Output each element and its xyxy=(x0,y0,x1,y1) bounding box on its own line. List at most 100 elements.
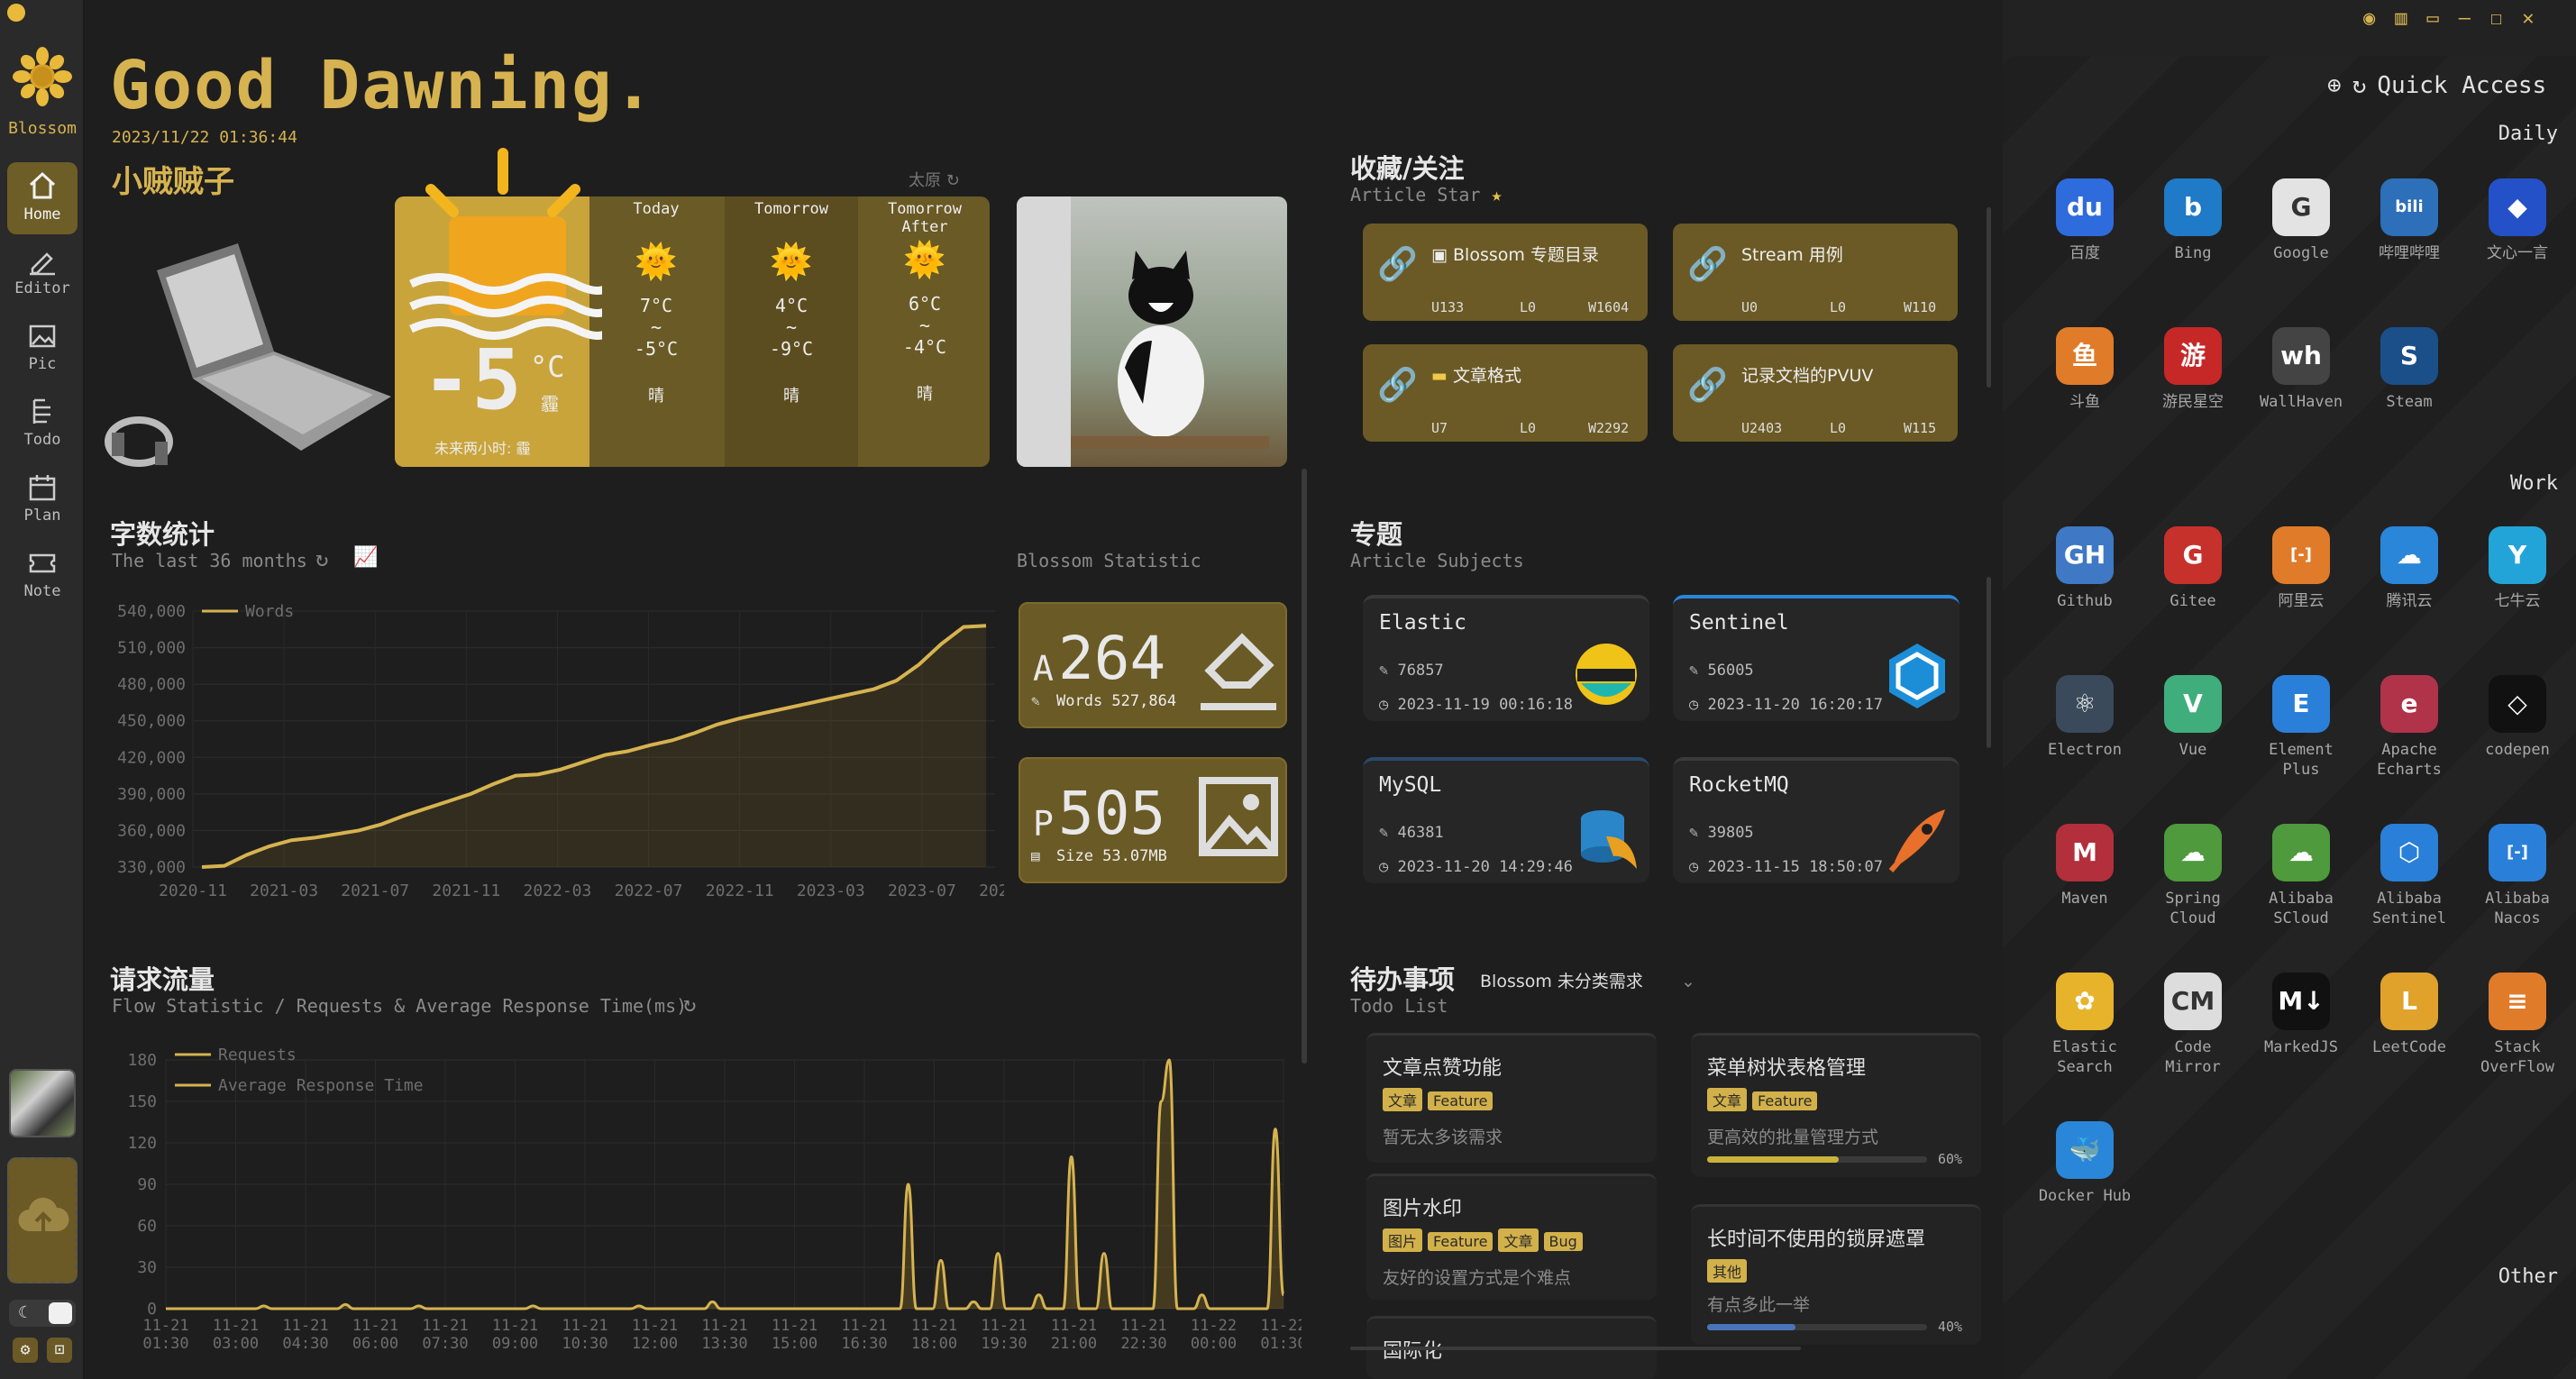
quick-link-markedjs[interactable]: M↓ MarkedJS xyxy=(2252,973,2351,1057)
markedjs-icon: M↓ xyxy=(2272,973,2330,1030)
quick-link-codepen[interactable]: ◇ codepen xyxy=(2468,675,2567,760)
quick-link-docker[interactable]: 🐳 Docker Hub xyxy=(2035,1121,2134,1206)
chart-toggle-icon[interactable]: 📈 xyxy=(353,546,379,569)
quick-link-maven[interactable]: M Maven xyxy=(2035,824,2134,909)
quick-access-panel: ⊕ ↻ Quick Access Daily Work Other du 百度 b B… xyxy=(2003,56,2576,1379)
subject-date-text: 2023-11-19 00:16:18 xyxy=(1397,696,1573,714)
quick-access-title: Quick Access xyxy=(2377,72,2547,99)
quick-link-echarts[interactable]: e Apache Echarts xyxy=(2360,675,2459,780)
quick-link-element-plus[interactable]: E Element Plus xyxy=(2252,675,2351,780)
quick-link-qiniu[interactable]: Y 七牛云 xyxy=(2468,526,2567,611)
star-ticket[interactable]: 🔗 记录文档的PVUV U2403 L0 W115 xyxy=(1673,344,1958,442)
refresh-icon[interactable]: ↻ xyxy=(2352,72,2367,99)
forecast-cond: 晴 xyxy=(917,385,933,404)
user-avatar[interactable] xyxy=(9,1069,76,1137)
nav-plan[interactable]: Plan xyxy=(7,465,78,537)
chevron-down-icon: ⌄ xyxy=(1680,972,1695,991)
todo-card-title: 文章点赞功能 xyxy=(1383,1057,1503,1080)
dark-mode-toggle[interactable]: ☾ xyxy=(9,1300,76,1327)
quick-link-leetcode[interactable]: L LeetCode xyxy=(2360,973,2459,1057)
quick-link-tencentcloud[interactable]: ☁ 腾讯云 xyxy=(2360,526,2459,611)
maximize-button[interactable]: ☐ xyxy=(2490,7,2503,30)
baidu-icon: du xyxy=(2056,178,2114,236)
quick-link-aliyun[interactable]: [-] 阿里云 xyxy=(2252,526,2351,611)
forecast-day-label: Today xyxy=(633,200,680,218)
refresh-icon[interactable]: ↻ xyxy=(683,991,697,1017)
nav-home[interactable]: Home xyxy=(7,162,78,234)
add-icon[interactable]: ⊕ xyxy=(2327,72,2342,99)
close-button[interactable]: ✕ xyxy=(2522,7,2535,30)
quick-link-vue[interactable]: V Vue xyxy=(2143,675,2243,760)
nav-todo[interactable]: Todo xyxy=(7,389,78,461)
quick-link-douyu[interactable]: 鱼斗鱼 xyxy=(2035,327,2134,412)
todo-card[interactable]: 文章点赞功能 文章 Feature 暂无太多该需求 xyxy=(1366,1033,1657,1163)
todo-selector[interactable]: Blossom 未分类需求 ⌄ xyxy=(1480,968,1695,992)
todo-card[interactable]: 长时间不使用的锁屏遮罩 其他 有点多此一举 40% xyxy=(1691,1204,1981,1345)
quick-link-wenxin[interactable]: ◆ 文心一言 xyxy=(2468,178,2567,263)
todo-selector-text: Blossom 未分类需求 xyxy=(1480,972,1643,991)
github-icon: GH xyxy=(2056,526,2114,584)
forecast-low: -5°C xyxy=(634,338,679,360)
quick-link-baidu[interactable]: du 百度 xyxy=(2035,178,2134,263)
subjects-scrollbar[interactable] xyxy=(1987,577,1991,748)
username: 小贼贼子 xyxy=(112,164,234,200)
quick-link-spring[interactable]: ☁ Spring Cloud xyxy=(2143,824,2243,928)
quick-link-label: Github xyxy=(2057,592,2113,610)
quick-link-github[interactable]: GH Github xyxy=(2035,526,2134,611)
quick-link-steam[interactable]: S Steam xyxy=(2360,327,2459,412)
nav-note[interactable]: Note xyxy=(7,541,78,613)
quick-link-gamersky[interactable]: 游游民星空 xyxy=(2143,327,2243,412)
nav-pic-label: Pic xyxy=(28,355,57,373)
settings-button[interactable]: ⚙ xyxy=(13,1338,38,1363)
x-tick-label: 2020-11 xyxy=(159,881,227,900)
subject-card[interactable]: RocketMQ ✎ 39805 ◷ 2023-11-15 18:50:07 xyxy=(1673,757,1959,883)
subject-card[interactable]: MySQL ✎ 46381 ◷ 2023-11-20 14:29:46 xyxy=(1363,757,1649,883)
quick-link-stackoverflow[interactable]: ≡ Stack OverFlow xyxy=(2468,973,2567,1077)
quick-link-google[interactable]: G Google xyxy=(2252,178,2351,263)
weather-city[interactable]: 太原 ↻ xyxy=(909,168,960,191)
requests-line xyxy=(166,1058,1285,1311)
todo-card-title: 长时间不使用的锁屏遮罩 xyxy=(1707,1228,1926,1251)
todo-card-title: 菜单树状表格管理 xyxy=(1707,1057,1867,1080)
app-logo-icon xyxy=(13,47,72,106)
quick-link-label: Docker Hub xyxy=(2038,1187,2132,1205)
quick-link-electron[interactable]: ⚛ Electron xyxy=(2035,675,2134,760)
quick-link-sentinel[interactable]: ⬡ Alibaba Sentinel xyxy=(2360,824,2459,928)
sunny-icon: 🌞 xyxy=(903,240,946,279)
refresh-icon[interactable]: ↻ xyxy=(315,546,329,571)
main-scrollbar[interactable] xyxy=(1302,469,1307,1064)
quick-link-gitee[interactable]: G Gitee xyxy=(2143,526,2243,611)
quick-link-bing[interactable]: b Bing xyxy=(2143,178,2243,263)
quick-link-wallhaven[interactable]: wh WallHaven xyxy=(2252,327,2351,412)
columns-icon[interactable]: ▥ xyxy=(2395,7,2407,30)
subject-card[interactable]: Sentinel ✎ 56005 ◷ 2023-11-20 16:20:17 xyxy=(1673,595,1959,721)
subject-card[interactable]: Elastic ✎ 76857 ◷ 2023-11-19 00:16:18 xyxy=(1363,595,1649,721)
quick-link-nacos[interactable]: [-] Alibaba Nacos xyxy=(2468,824,2567,928)
quick-link-alibaba-scloud[interactable]: ☁ Alibaba SCloud xyxy=(2252,824,2351,928)
nav-pic[interactable]: Pic xyxy=(7,314,78,386)
elasticsearch-icon: ✿ xyxy=(2056,973,2114,1030)
upload-panel[interactable] xyxy=(7,1157,78,1283)
quick-link-elasticsearch[interactable]: ✿ Elastic Search xyxy=(2035,973,2134,1077)
nav-editor[interactable]: Editor xyxy=(7,238,78,310)
monitor-icon[interactable]: ▭ xyxy=(2426,7,2439,30)
forecast-after: Tomorrow After 🌞 6°C ~ -4°C 晴 xyxy=(858,196,991,467)
star-scrollbar[interactable] xyxy=(1987,207,1991,388)
sun-icon xyxy=(49,1302,72,1324)
crop-button[interactable]: ⊡ xyxy=(47,1338,72,1363)
flow-title: 请求流量 xyxy=(110,964,215,995)
quick-link-label: Gitee xyxy=(2170,592,2216,610)
x-tick-label: 11-21 16:30 xyxy=(841,1317,887,1353)
todo-card[interactable]: 图片水印 图片 Feature 文章 Bug 友好的设置方式是个难点 xyxy=(1366,1174,1657,1300)
star-ticket[interactable]: 🔗 ▣ Blossom 专题目录 U133 L0 W1604 xyxy=(1363,224,1648,321)
quick-link-codemirror[interactable]: CM Code Mirror xyxy=(2143,973,2243,1077)
star-ticket[interactable]: 🔗 Stream 用例 U0 L0 W110 xyxy=(1673,224,1958,321)
minimize-button[interactable]: — xyxy=(2458,7,2471,30)
todo-h-scrollbar[interactable] xyxy=(1350,1347,1801,1350)
forecast-today: Today 🌞 7°C ~ -5°C 晴 xyxy=(589,196,723,467)
todo-card[interactable]: 菜单树状表格管理 文章 Feature 更高效的批量管理方式 60% xyxy=(1691,1033,1981,1177)
y-tick-label: 540,000 xyxy=(117,602,186,621)
quick-link-bilibili[interactable]: bili 哔哩哔哩 xyxy=(2360,178,2459,263)
star-ticket[interactable]: 🔗 ▬ 文章格式 U7 L0 W2292 xyxy=(1363,344,1648,442)
record-icon[interactable]: ◉ xyxy=(2363,7,2376,30)
